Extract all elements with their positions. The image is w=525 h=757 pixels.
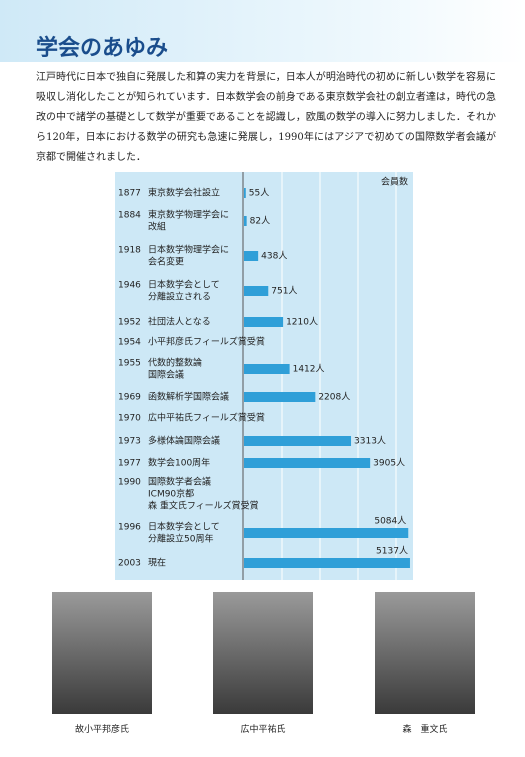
- year-label: 1877: [118, 189, 141, 199]
- photo: [52, 592, 152, 714]
- event-label: 東京数学会社設立: [148, 187, 220, 199]
- bar: [244, 558, 410, 568]
- year-label: 1946: [118, 281, 141, 291]
- bar: [244, 188, 246, 198]
- photo-caption: 故小平邦彦氏: [74, 725, 129, 735]
- year-label: 1884: [118, 211, 141, 221]
- value-label: 1210人: [286, 317, 318, 328]
- event-label: 森 重文氏フィールズ賞受賞: [148, 500, 259, 512]
- event-label: 分離設立される: [148, 291, 211, 303]
- photo: [213, 592, 313, 714]
- event-label: 日本数学会として: [148, 279, 220, 291]
- bar: [244, 528, 409, 538]
- event-label: 小平邦彦氏フィールズ賞受賞: [148, 336, 265, 348]
- value-label: 82人: [250, 216, 270, 227]
- bar: [244, 392, 316, 402]
- event-label: 日本数学会として: [148, 521, 220, 533]
- value-label: 438人: [261, 251, 287, 262]
- value-label: 55人: [249, 188, 269, 199]
- year-label: 1977: [118, 459, 141, 469]
- event-label: 国際会議: [148, 369, 184, 381]
- bar: [244, 458, 371, 468]
- year-label: 1955: [118, 359, 141, 369]
- year-label: 1990: [118, 478, 141, 488]
- event-label: ICM90京都: [148, 488, 194, 500]
- value-label: 5137人: [376, 546, 408, 557]
- intro-text: 江戸時代に日本で独自に発展した和算の実力を背景に，日本人が明治時代の初めに新しい…: [36, 72, 496, 163]
- photo-caption: 森 重文氏: [402, 725, 448, 735]
- photo-caption: 広中平祐氏: [240, 725, 286, 735]
- value-label: 751人: [271, 286, 297, 297]
- event-label: 会名変更: [148, 256, 184, 268]
- event-label: 数学会100周年: [148, 457, 210, 469]
- year-label: 1996: [118, 523, 141, 533]
- bar: [244, 364, 290, 374]
- year-label: 1970: [118, 414, 141, 424]
- year-label: 1952: [118, 318, 141, 328]
- bar: [244, 436, 352, 446]
- event-label: 広中平祐氏フィールズ賞受賞: [148, 412, 265, 424]
- chart-guides: [242, 172, 397, 580]
- year-label: 1969: [118, 393, 141, 403]
- axis-label: 会員数: [381, 176, 408, 188]
- event-label: 国際数学者会議: [148, 476, 211, 488]
- event-label: 東京数学物理学会に: [148, 209, 229, 221]
- bar: [244, 251, 259, 261]
- value-label: 2208人: [318, 392, 350, 403]
- event-label: 分離設立50周年: [148, 533, 213, 545]
- bar: [244, 216, 247, 226]
- event-label: 代数的整数論: [148, 357, 202, 369]
- bar: [244, 286, 269, 296]
- event-label: 現在: [148, 557, 166, 569]
- year-label: 1954: [118, 338, 141, 348]
- value-label: 3313人: [354, 436, 386, 447]
- year-label: 2003: [118, 559, 141, 569]
- header-band: [0, 0, 525, 62]
- photo: [375, 592, 475, 714]
- event-label: 社団法人となる: [148, 316, 211, 328]
- event-label: 函数解析学国際会議: [148, 391, 229, 403]
- year-label: 1973: [118, 437, 141, 447]
- value-label: 1412人: [293, 364, 325, 375]
- bar: [244, 317, 284, 327]
- event-label: 日本数学物理学会に: [148, 244, 229, 256]
- value-label: 5084人: [374, 516, 406, 527]
- year-label: 1918: [118, 246, 141, 256]
- chart-background: [115, 172, 413, 580]
- event-label: 多様体論国際会議: [148, 435, 220, 447]
- event-label: 改組: [148, 221, 166, 233]
- page-title: 学会のあゆみ: [36, 36, 169, 61]
- value-label: 3905人: [373, 458, 405, 469]
